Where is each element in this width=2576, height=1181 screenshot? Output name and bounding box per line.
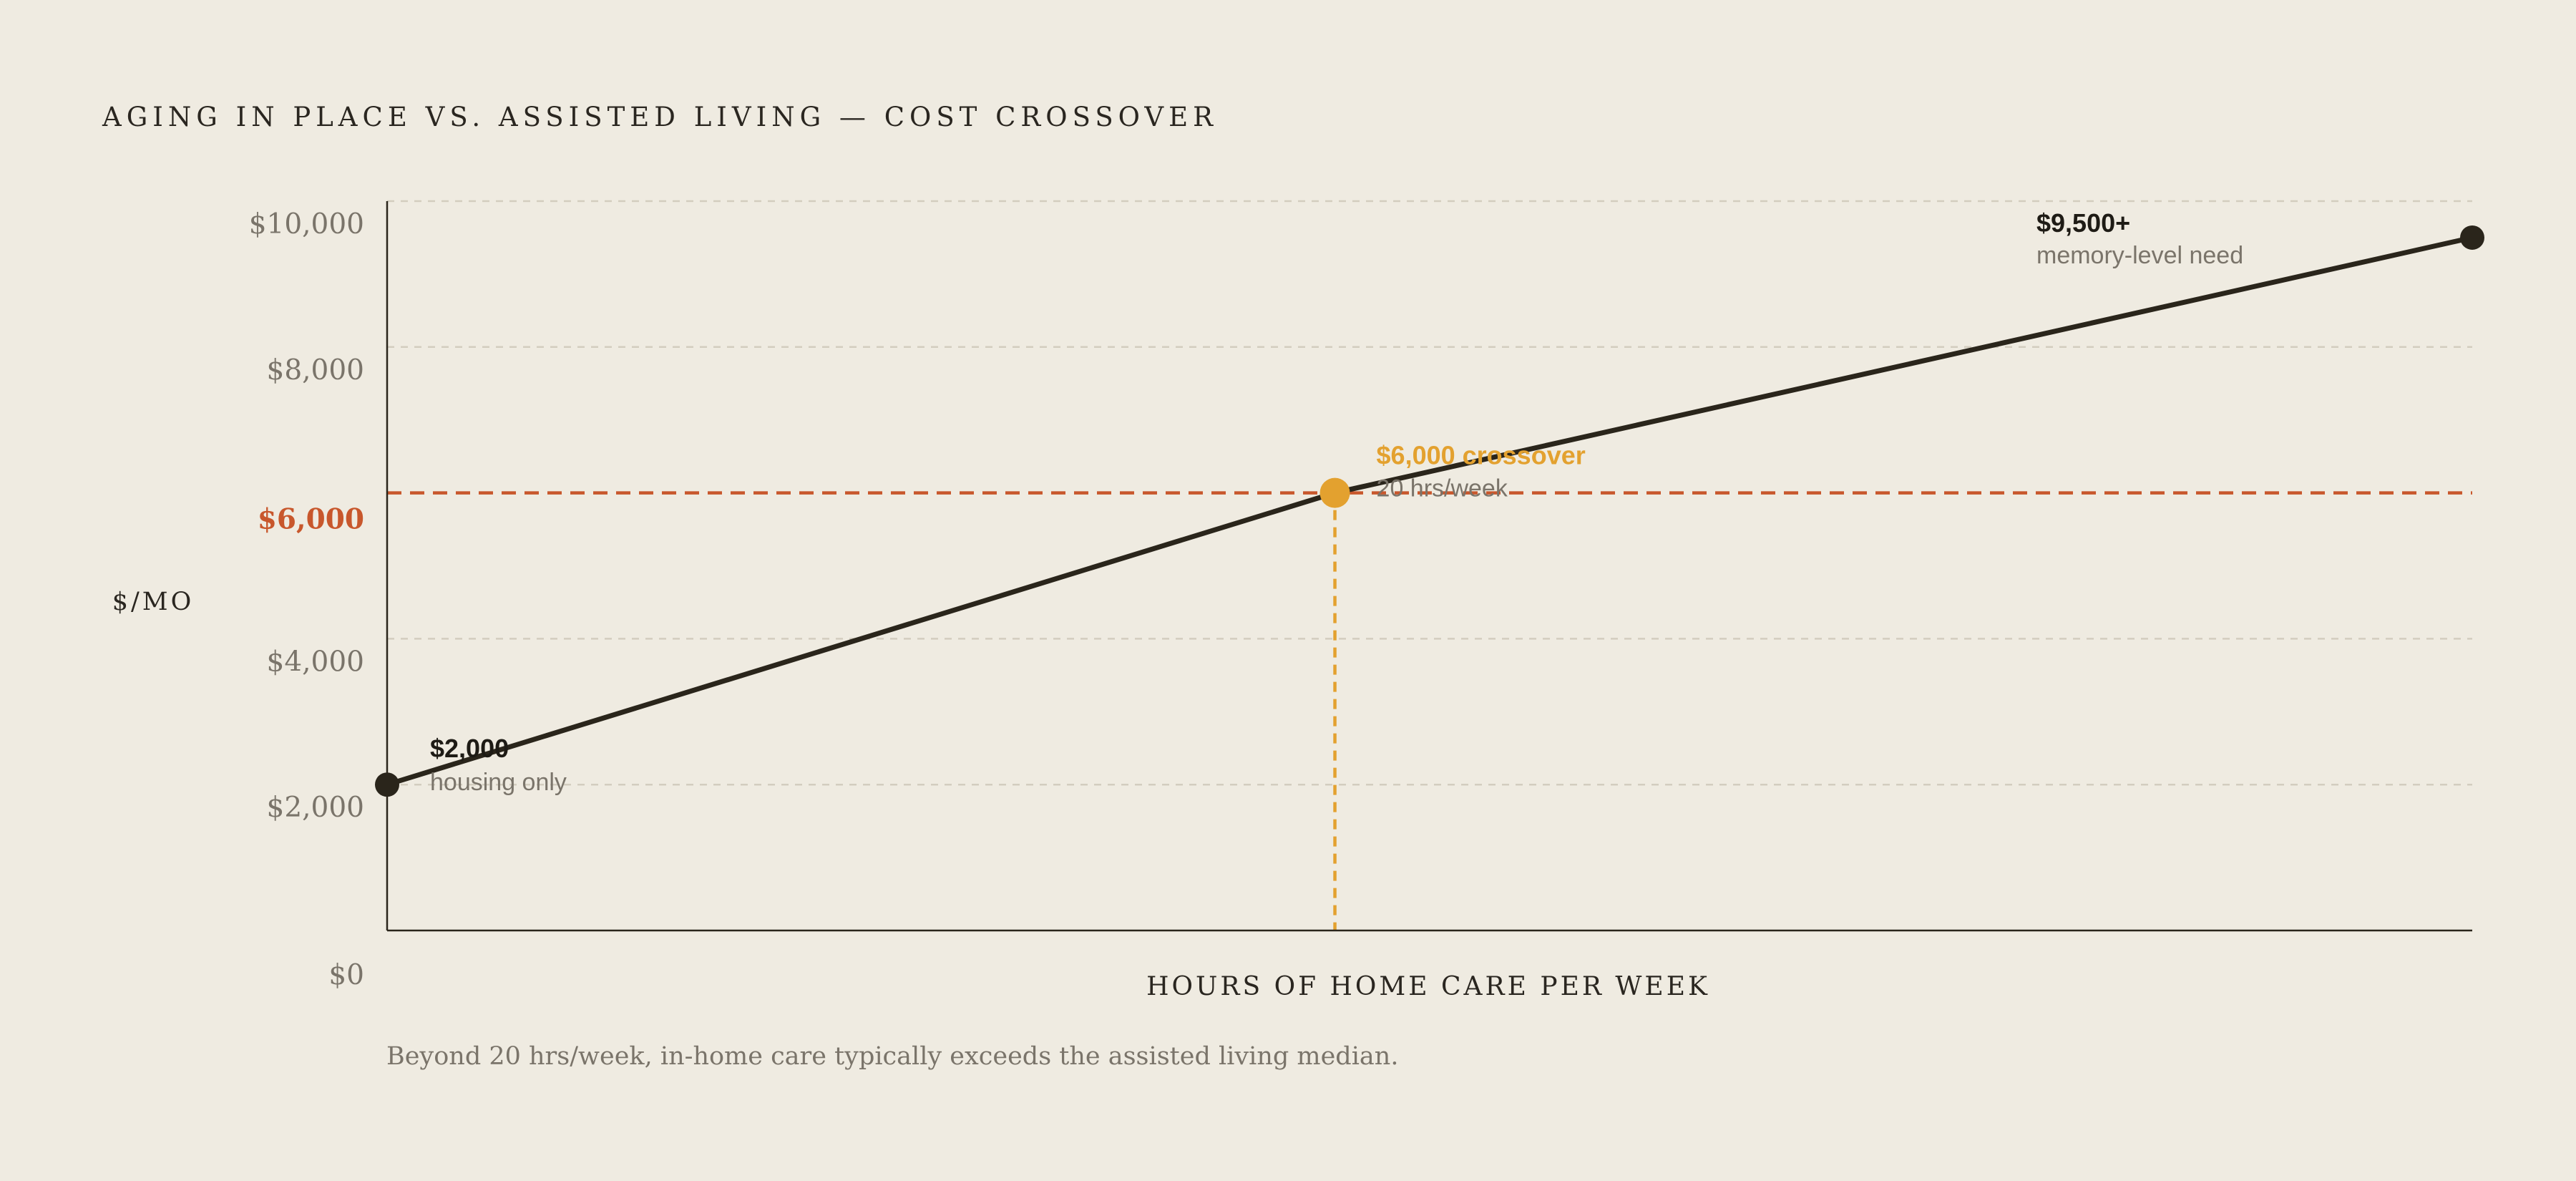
series-layer	[375, 225, 2484, 797]
annotation-label: $2,000	[430, 734, 509, 763]
axes	[386, 201, 2472, 932]
annotation-sublabel: memory-level need	[2036, 242, 2243, 269]
data-point-marker	[375, 772, 399, 797]
y-tick-label: $2,000	[267, 792, 364, 824]
y-tick-label: $6,000	[258, 503, 364, 536]
y-tick-label: $8,000	[267, 354, 364, 387]
annotation-sublabel: 20 hrs/week	[1377, 475, 1508, 502]
data-point-marker	[2460, 225, 2484, 250]
y-tick-label: $10,000	[249, 208, 364, 240]
footnote: Beyond 20 hrs/week, in-home care typical…	[386, 1042, 1399, 1071]
threshold-layer	[387, 491, 2472, 930]
annotation-label: $6,000 crossover	[1377, 441, 1586, 470]
x-axis-label: HOURS OF HOME CARE PER WEEK	[1146, 972, 1710, 1001]
annotation-sublabel: housing only	[430, 769, 567, 796]
y-tick-label: $0	[328, 959, 364, 991]
y-axis-label: $/MO	[112, 588, 195, 616]
y-tick-labels: $10,000 $8,000 $6,000 $4,000 $2,000 $0	[249, 208, 364, 991]
chart-title: AGING IN PLACE VS. ASSISTED LIVING — COS…	[102, 102, 1218, 132]
y-tick-label: $4,000	[267, 646, 364, 678]
annotations: $2,000 housing only $6,000 crossover 20 hrs…	[430, 208, 2243, 796]
annotation-label: $9,500+	[2036, 208, 2130, 238]
series-line	[384, 235, 2475, 787]
data-point-marker	[1319, 477, 1350, 508]
